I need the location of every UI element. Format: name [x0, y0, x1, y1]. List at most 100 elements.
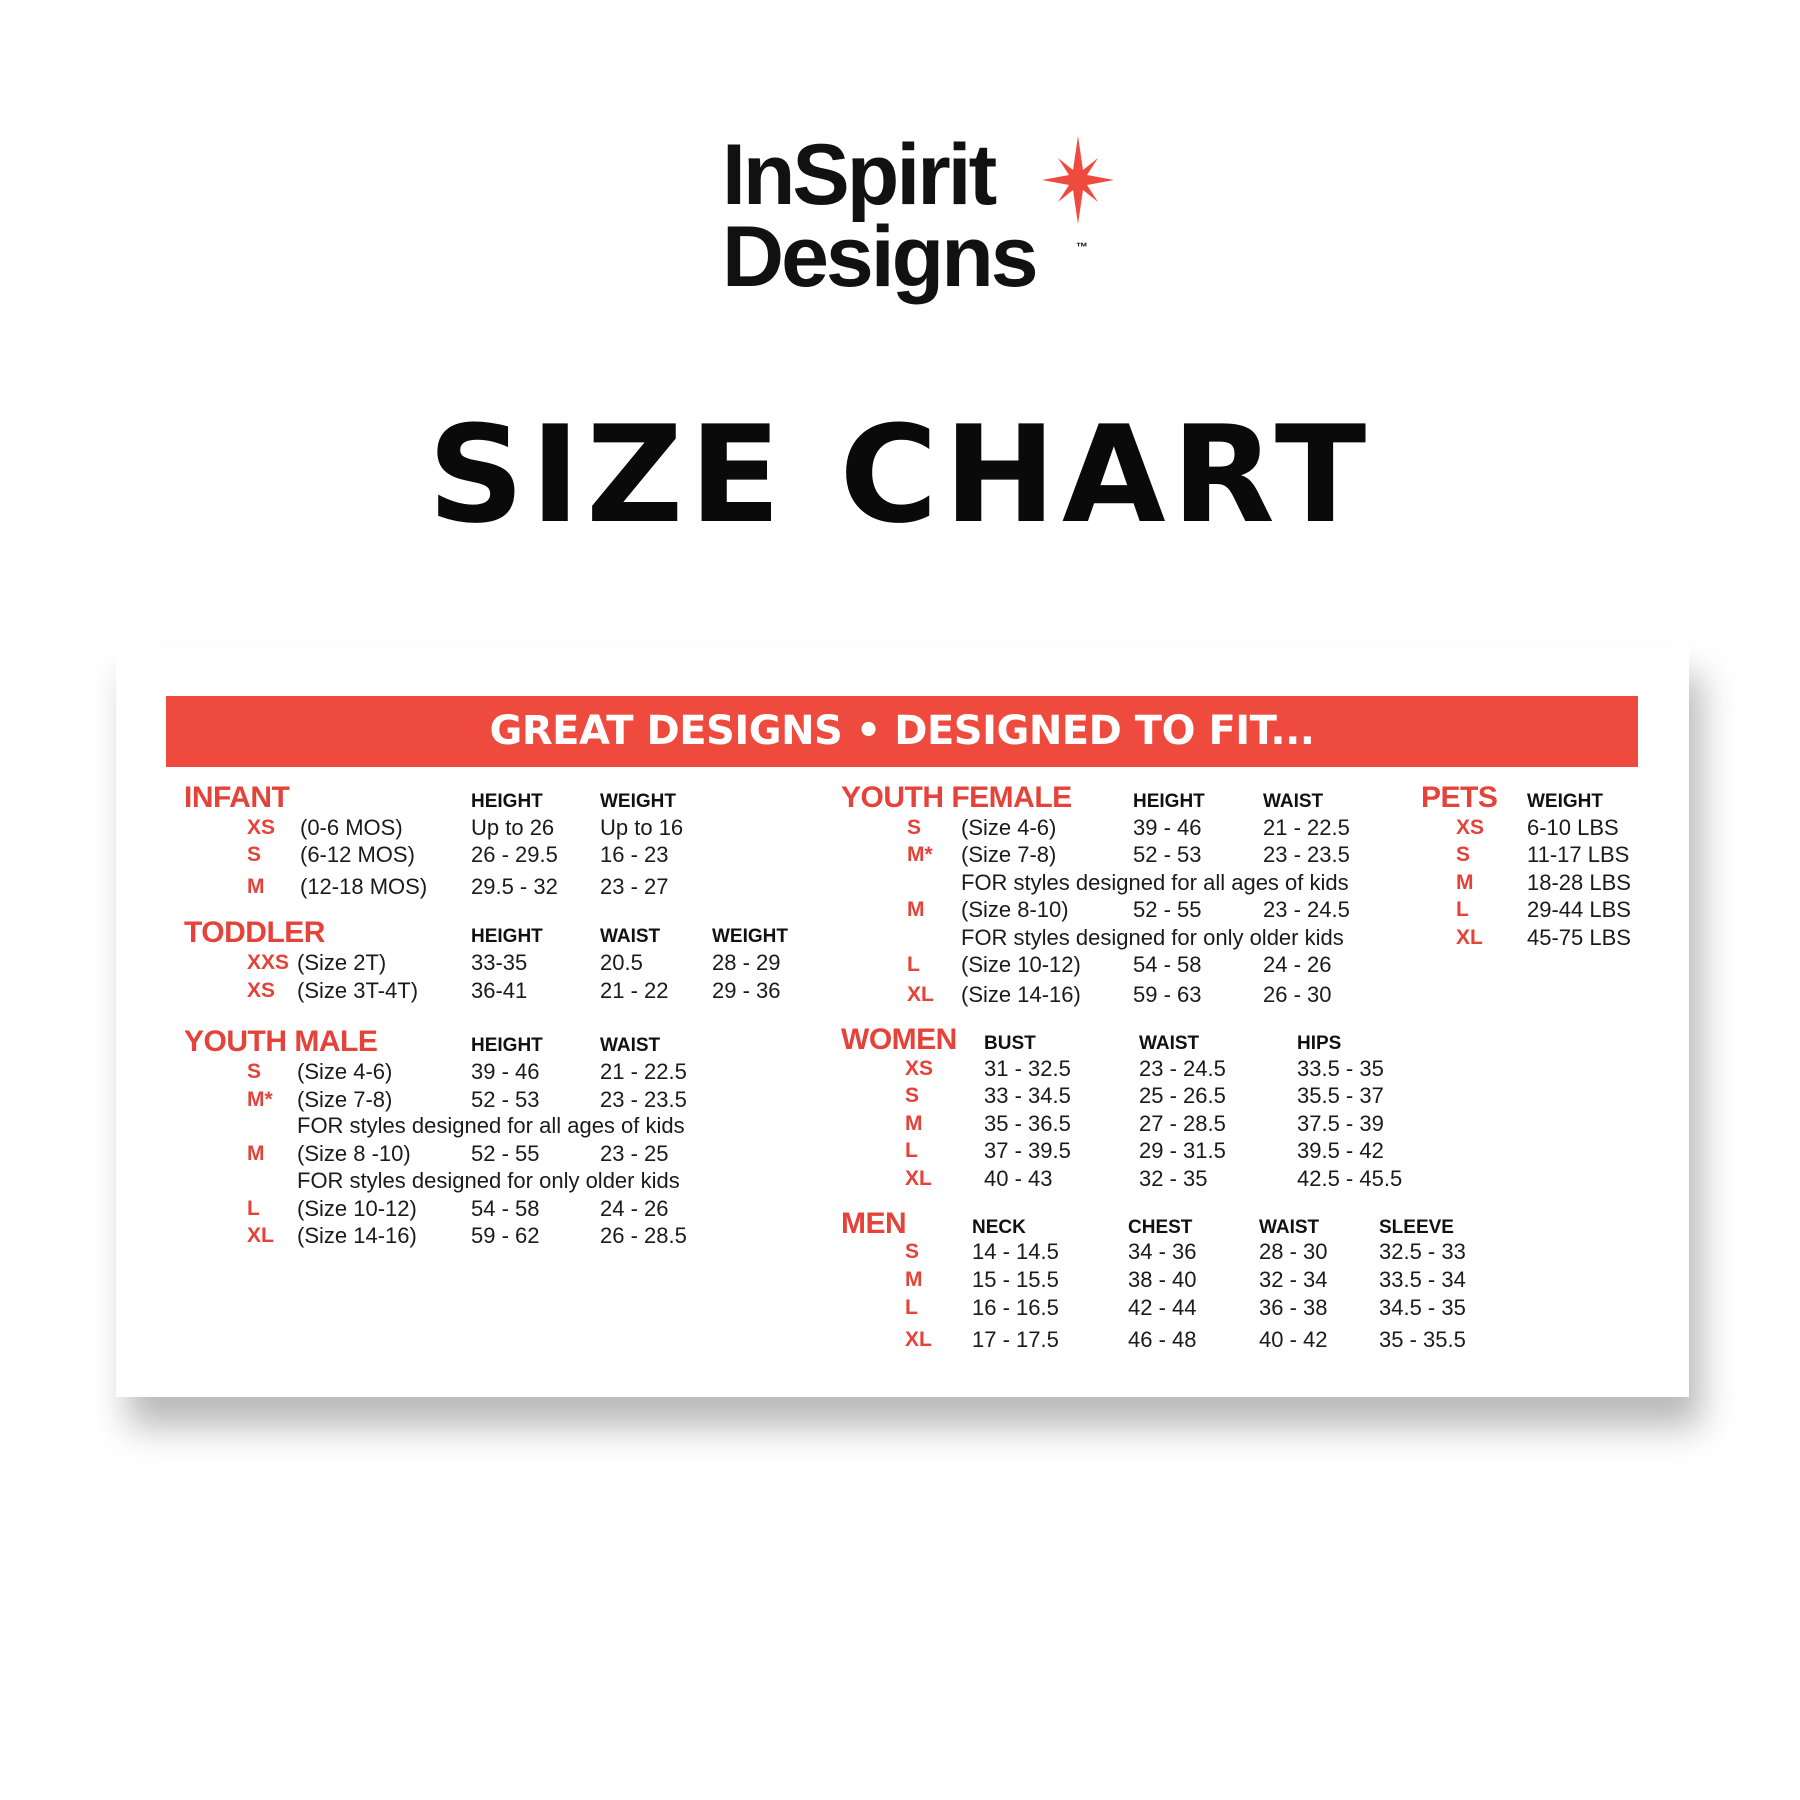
men-cell-neck: 15 - 15.5 [972, 1267, 1059, 1292]
youth-male-size-desc: (Size 4-6) [297, 1059, 393, 1084]
men-cell-sleeve: 32.5 - 33 [1379, 1239, 1466, 1264]
toddler-cell-height: 33-35 [471, 950, 528, 975]
pets-cell-weight: 45-75 LBS [1527, 925, 1631, 950]
infant-size-desc: (0-6 MOS) [300, 815, 403, 840]
women-header-hips: HIPS [1297, 1033, 1342, 1054]
infant-size-desc: (12-18 MOS) [300, 874, 428, 899]
women-size-code: L [905, 1139, 918, 1162]
youth-male-cell-height: 39 - 46 [471, 1059, 540, 1084]
infant-header-height: HEIGHT [471, 791, 543, 812]
pets-size-code: L [1456, 898, 1469, 921]
youth-female-note: FOR styles designed for only older kids [961, 925, 1344, 950]
youth-female-size-desc: (Size 14-16) [961, 982, 1081, 1007]
infant-header-weight: WEIGHT [600, 791, 676, 812]
pets-title: PETS [1421, 781, 1498, 814]
youth-female-size-desc: (Size 4-6) [961, 815, 1057, 840]
men-cell-waist: 28 - 30 [1259, 1239, 1328, 1264]
men-cell-neck: 16 - 16.5 [972, 1295, 1059, 1320]
women-cell-bust: 33 - 34.5 [984, 1083, 1071, 1108]
women-cell-hips: 33.5 - 35 [1297, 1056, 1384, 1081]
youth-male-cell-height: 54 - 58 [471, 1196, 540, 1221]
youth-male-size-desc: (Size 8 -10) [297, 1141, 411, 1166]
youth-female-cell-height: 59 - 63 [1133, 982, 1202, 1007]
men-cell-sleeve: 34.5 - 35 [1379, 1295, 1466, 1320]
women-size-code: XS [905, 1057, 934, 1080]
men-cell-chest: 38 - 40 [1128, 1267, 1197, 1292]
women-cell-waist: 23 - 24.5 [1139, 1056, 1226, 1081]
men-cell-waist: 36 - 38 [1259, 1295, 1328, 1320]
pets-header-weight: WEIGHT [1527, 791, 1603, 812]
youth-male-size-desc: (Size 14-16) [297, 1223, 417, 1248]
youth-female-size-code: S [907, 816, 922, 839]
youth-male-cell-waist: 21 - 22.5 [600, 1059, 687, 1084]
youth-male-cell-height: 52 - 53 [471, 1087, 540, 1112]
men-cell-sleeve: 35 - 35.5 [1379, 1327, 1466, 1352]
youth-female-header-height: HEIGHT [1133, 791, 1205, 812]
toddler-cell-weight: 29 - 36 [712, 978, 781, 1003]
men-size-code: S [905, 1240, 920, 1263]
infant-cell-weight: Up to 16 [600, 815, 684, 840]
men-cell-chest: 34 - 36 [1128, 1239, 1197, 1264]
youth-male-cell-height: 52 - 55 [471, 1141, 540, 1166]
youth-male-cell-waist: 24 - 26 [600, 1196, 669, 1221]
youth-female-cell-waist: 23 - 24.5 [1263, 897, 1350, 922]
youth-female-size-desc: (Size 7-8) [961, 842, 1057, 867]
youth-male-title: YOUTH MALE [184, 1025, 378, 1058]
youth-male-size-code: M* [247, 1088, 273, 1111]
trademark: ™ [1076, 240, 1088, 254]
men-cell-neck: 14 - 14.5 [972, 1239, 1059, 1264]
infant-cell-height: 29.5 - 32 [471, 874, 558, 899]
youth-female-cell-waist: 26 - 30 [1263, 982, 1332, 1007]
youth-male-note: FOR styles designed for only older kids [297, 1168, 680, 1193]
youth-female-cell-height: 39 - 46 [1133, 815, 1202, 840]
page-title: SIZE CHART [427, 397, 1373, 553]
youth-male-cell-waist: 23 - 23.5 [600, 1087, 687, 1112]
youth-male-header-height: HEIGHT [471, 1035, 543, 1056]
logo-line-1: InSpirit [722, 127, 997, 223]
youth-female-note: FOR styles designed for all ages of kids [961, 870, 1349, 895]
men-header-sleeve: SLEEVE [1379, 1217, 1454, 1238]
women-header-bust: BUST [984, 1033, 1036, 1054]
men-size-code: L [905, 1296, 918, 1319]
youth-female-size-code: L [907, 953, 920, 976]
toddler-header-waist: WAIST [600, 926, 661, 947]
pets-cell-weight: 6-10 LBS [1527, 815, 1619, 840]
women-cell-waist: 32 - 35 [1139, 1166, 1208, 1191]
men-cell-waist: 32 - 34 [1259, 1267, 1328, 1292]
women-size-code: XL [905, 1167, 932, 1190]
pets-cell-weight: 29-44 LBS [1527, 897, 1631, 922]
pets-size-code: S [1456, 843, 1471, 866]
youth-female-size-code: XL [907, 983, 934, 1006]
pets-size-code: XS [1456, 816, 1485, 839]
toddler-cell-waist: 20.5 [600, 950, 643, 975]
women-header-waist: WAIST [1139, 1033, 1200, 1054]
men-size-code: XL [905, 1328, 932, 1351]
infant-cell-weight: 23 - 27 [600, 874, 669, 899]
women-cell-bust: 35 - 36.5 [984, 1111, 1071, 1136]
men-cell-chest: 46 - 48 [1128, 1327, 1197, 1352]
toddler-cell-weight: 28 - 29 [712, 950, 781, 975]
youth-male-cell-waist: 26 - 28.5 [600, 1223, 687, 1248]
youth-female-size-desc: (Size 8-10) [961, 897, 1069, 922]
logo-line-2: Designs [722, 209, 1039, 305]
youth-female-title: YOUTH FEMALE [841, 781, 1072, 814]
men-header-chest: CHEST [1128, 1217, 1193, 1238]
banner: GREAT DESIGNS • DESIGNED TO FIT... [166, 696, 1638, 767]
infant-size-code: M [247, 875, 265, 898]
youth-male-cell-height: 59 - 62 [471, 1223, 540, 1248]
youth-male-note: FOR styles designed for all ages of kids [297, 1113, 685, 1138]
size-chart-card [116, 645, 1689, 1397]
youth-male-size-code: M [247, 1142, 265, 1165]
youth-female-size-code: M* [907, 843, 933, 866]
men-title: MEN [841, 1207, 907, 1240]
infant-size-code: S [247, 843, 262, 866]
pets-size-code: M [1456, 871, 1474, 894]
women-title: WOMEN [841, 1023, 957, 1056]
women-cell-bust: 37 - 39.5 [984, 1138, 1071, 1163]
youth-female-cell-waist: 24 - 26 [1263, 952, 1332, 977]
pets-cell-weight: 18-28 LBS [1527, 870, 1631, 895]
men-cell-waist: 40 - 42 [1259, 1327, 1328, 1352]
youth-male-size-code: S [247, 1060, 262, 1083]
women-size-code: S [905, 1084, 920, 1107]
youth-male-header-waist: WAIST [600, 1035, 661, 1056]
